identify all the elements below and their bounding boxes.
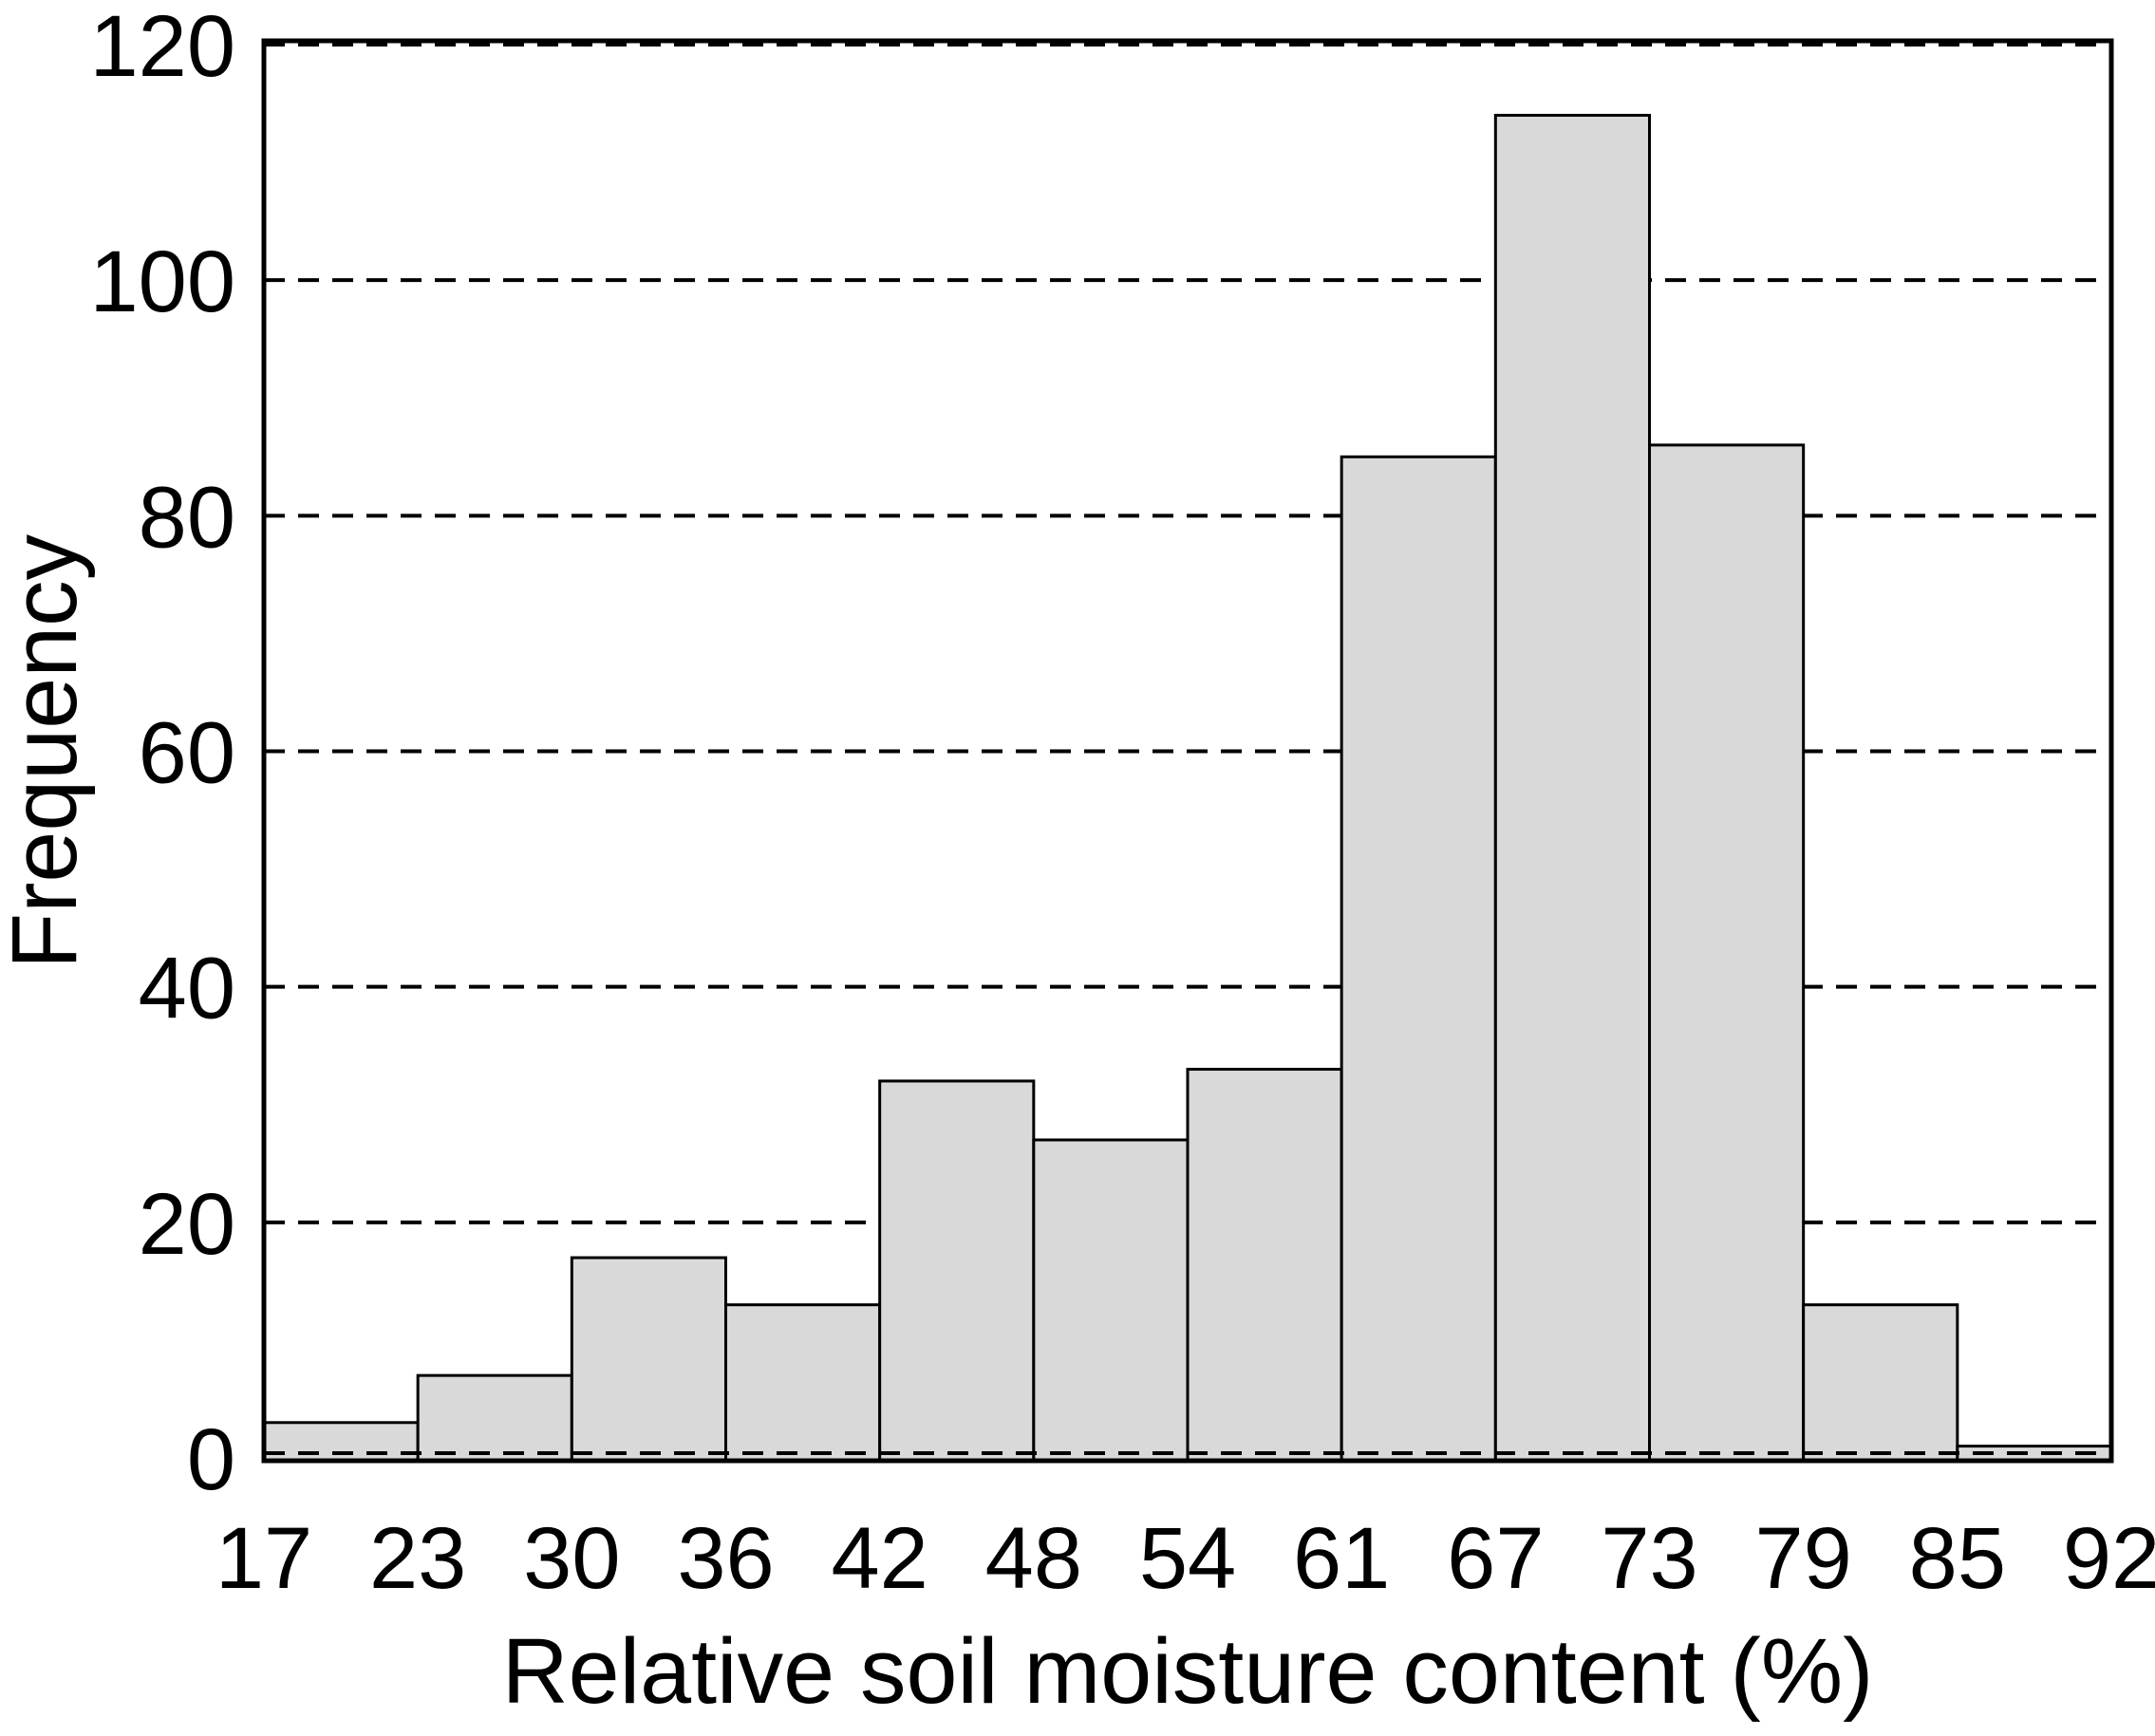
x-tick-label-42: 42 bbox=[831, 1510, 928, 1607]
y-tick-label-40: 40 bbox=[139, 941, 235, 1037]
bar-30-36 bbox=[570, 1256, 727, 1462]
y-tick-labels: 0 20 40 60 80 100 120 bbox=[90, 0, 236, 1508]
x-tick-label-36: 36 bbox=[677, 1510, 774, 1607]
bar-42-48 bbox=[878, 1079, 1036, 1462]
y-tick-label-60: 60 bbox=[139, 705, 235, 802]
gridlines-back bbox=[264, 43, 2111, 1224]
x-tick-label-48: 48 bbox=[985, 1510, 1082, 1607]
x-tick-label-79: 79 bbox=[1754, 1510, 1851, 1607]
y-tick-label-80: 80 bbox=[139, 469, 235, 566]
bar-67-73 bbox=[1493, 113, 1652, 1462]
y-axis-title: Frequency bbox=[0, 533, 96, 969]
x-tick-labels: 17 23 30 36 42 48 54 61 67 73 79 85 92 bbox=[216, 1510, 2155, 1607]
bar-73-79 bbox=[1648, 443, 1806, 1462]
x-tick-label-85: 85 bbox=[1909, 1510, 2006, 1607]
x-tick-label-30: 30 bbox=[523, 1510, 620, 1607]
x-tick-label-67: 67 bbox=[1447, 1510, 1544, 1607]
bars bbox=[262, 113, 2113, 1462]
plot-frame bbox=[261, 38, 2114, 1464]
x-tick-label-92: 92 bbox=[2063, 1510, 2155, 1607]
bar-61-67 bbox=[1340, 455, 1497, 1462]
y-tick-label-20: 20 bbox=[139, 1176, 235, 1273]
y-tick-label-100: 100 bbox=[90, 233, 236, 330]
bar-36-42 bbox=[724, 1303, 882, 1462]
x-tick-label-61: 61 bbox=[1293, 1510, 1390, 1607]
x-tick-label-73: 73 bbox=[1601, 1510, 1697, 1607]
bar-79-85 bbox=[1802, 1303, 1959, 1462]
bar-48-54 bbox=[1032, 1138, 1190, 1462]
x-tick-label-23: 23 bbox=[369, 1510, 466, 1607]
y-tick-label-120: 120 bbox=[90, 0, 236, 95]
bar-23-30 bbox=[416, 1373, 573, 1462]
x-tick-label-17: 17 bbox=[216, 1510, 312, 1607]
bar-54-61 bbox=[1186, 1068, 1343, 1462]
x-axis-title: Relative soil moisture content (%) bbox=[502, 1619, 1874, 1723]
y-tick-label-0: 0 bbox=[187, 1411, 235, 1508]
x-tick-label-54: 54 bbox=[1139, 1510, 1236, 1607]
